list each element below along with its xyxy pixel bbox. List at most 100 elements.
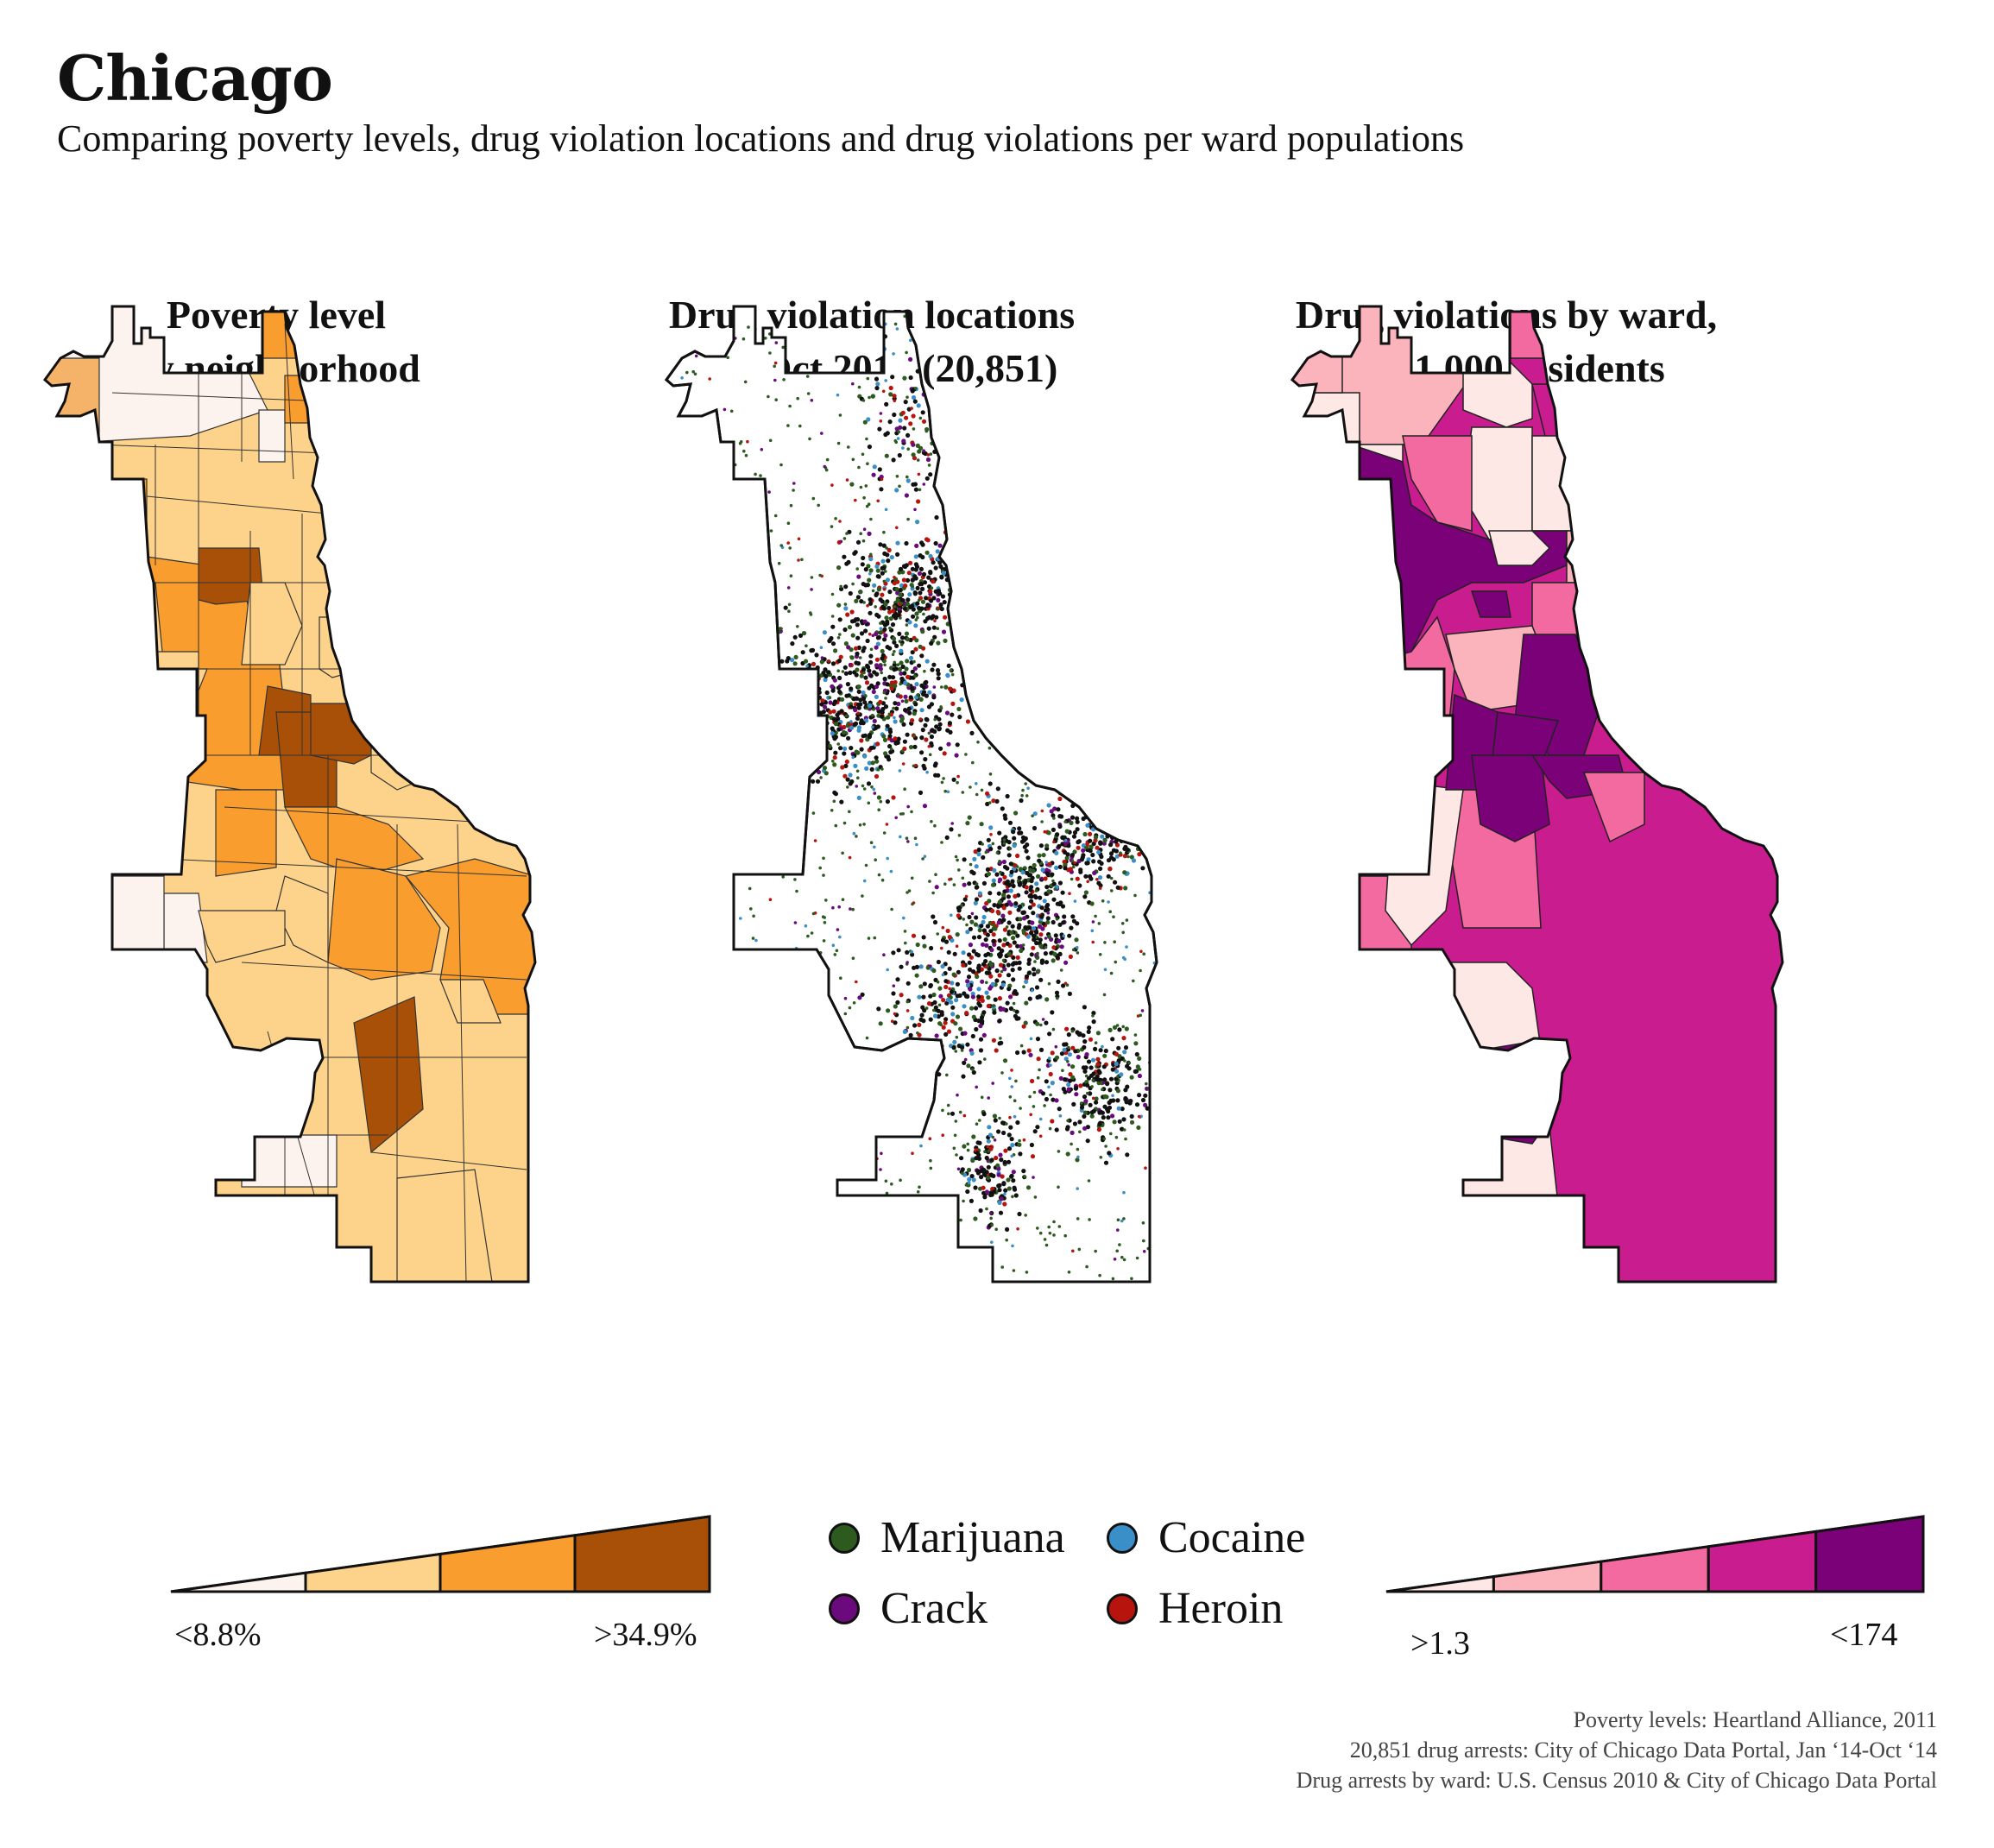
violation-dot [893,716,896,720]
violation-dot [1115,1088,1120,1094]
violation-dot [930,667,935,672]
violation-dot [1125,1084,1130,1089]
violation-dot [998,1116,1001,1120]
violation-dot [1078,443,1082,447]
violation-dot [830,809,834,812]
violation-dot [1010,879,1015,884]
violation-dot [922,943,927,949]
violation-dot [1130,423,1134,427]
poverty-region [353,996,424,1154]
violation-dot [859,673,864,678]
violation-dot [778,714,783,719]
violation-dot [871,472,876,477]
violation-dot [700,1183,704,1188]
violation-dot [934,1277,937,1280]
violation-dot [1070,683,1075,687]
violation-dot [876,795,881,800]
violation-dot [1078,867,1083,873]
violation-dot [694,424,697,428]
violation-dot [934,1033,939,1038]
violation-dot [839,976,842,980]
violation-dot [795,307,798,312]
violation-dot [956,1044,962,1049]
violation-dot [959,589,964,594]
violation-dot [874,773,880,779]
violation-dot [1046,803,1051,808]
violation-dot [1142,1250,1146,1253]
violation-dot [912,456,918,461]
violation-dot [1107,804,1113,810]
violation-dot [912,399,918,404]
violation-dot [1077,883,1082,888]
violation-dot [984,850,988,855]
violation-dot [981,855,986,861]
violation-dot [887,757,892,762]
violation-dot [705,1120,709,1123]
violation-dot [830,726,835,731]
violation-dot [827,743,832,748]
violation-dot [1029,1037,1033,1041]
violation-dot [777,956,781,960]
violation-dot [943,979,949,984]
violation-dot [1000,484,1004,488]
violation-dot [988,533,992,538]
violation-dot [1102,1053,1107,1058]
violation-dot [906,597,911,602]
violation-dot [1015,1050,1020,1056]
violation-dot [885,682,890,687]
violation-dot [1011,416,1014,420]
violation-dot [864,766,869,772]
violation-dot [917,1022,922,1027]
violation-dot [681,686,685,690]
violation-dot [973,922,978,927]
violation-dot [862,601,866,604]
violation-dot [936,676,941,681]
violation-dot [918,790,924,796]
violation-dot [1149,462,1152,465]
violation-dot [805,678,811,684]
violation-dot [965,821,970,826]
violation-dot [765,1189,769,1194]
violation-dot [962,1199,965,1203]
violation-dot [692,982,696,987]
violation-dot [979,1015,985,1020]
violation-dot [1079,857,1084,862]
violation-dot [1130,1277,1133,1281]
violation-dot [977,337,981,341]
violation-dot [992,584,995,589]
ward-region [1510,306,1568,359]
violation-dot [1025,625,1029,628]
violation-dot [996,891,1001,896]
violation-dot [819,646,823,649]
violation-dot [1101,1044,1104,1049]
violation-dot [1024,1214,1027,1217]
violation-dot [1010,1069,1013,1072]
violation-dot [886,1008,891,1013]
violation-dot [940,780,944,785]
violation-dot [801,1038,805,1042]
violation-dot [774,341,779,344]
violation-dot [986,1003,991,1009]
violation-dot [1051,1097,1056,1102]
violation-dot [1137,1093,1142,1098]
violation-dot [795,749,800,754]
violation-dot [887,419,893,425]
violation-dot [885,552,890,558]
violation-dot [724,649,729,653]
violation-dot [862,495,866,500]
violation-dot [1091,859,1096,864]
violation-dot [1151,814,1156,819]
violation-dot [792,661,798,666]
violation-dot [750,1207,754,1210]
violation-dot [887,744,893,749]
violation-dot [900,1258,904,1262]
violation-dot [684,646,687,649]
violation-dot [1122,1050,1127,1055]
violation-dot [955,981,960,987]
violation-dot [937,726,942,731]
violation-dot [899,676,905,681]
violation-dot [933,717,937,722]
violation-dot [769,672,773,677]
violation-dot [986,327,990,331]
violation-dot [1000,969,1004,974]
